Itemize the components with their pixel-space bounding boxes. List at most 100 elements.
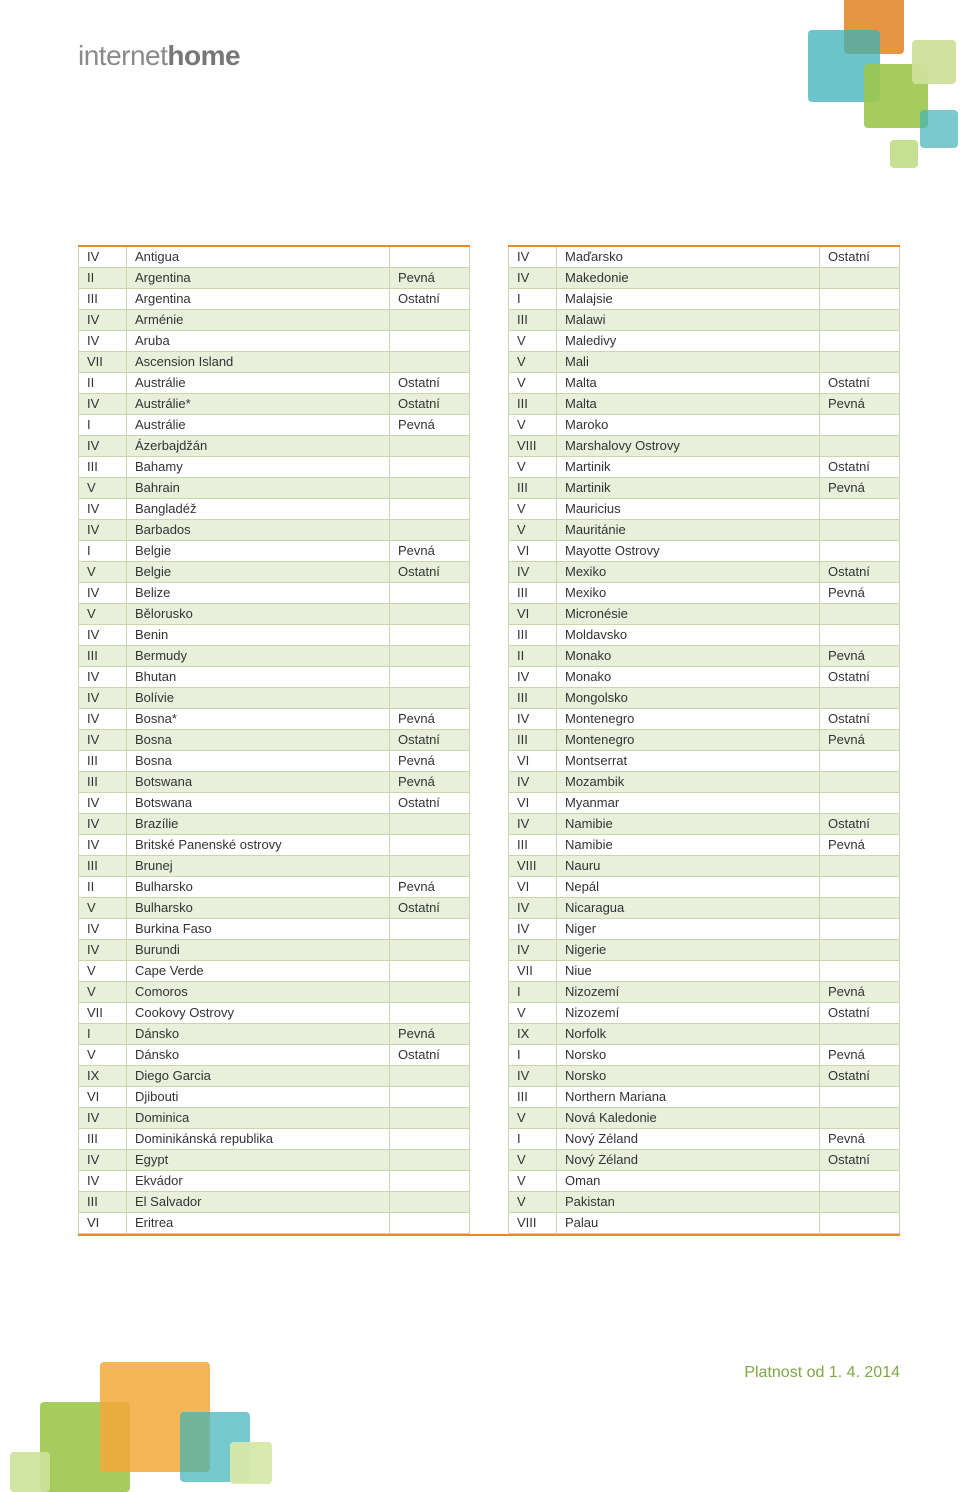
table-row: IIIMongolsko [509,687,900,708]
type-cell [820,876,900,897]
zone-cell: VI [509,792,557,813]
country-cell: Myanmar [557,792,820,813]
zone-cell: III [79,750,127,771]
zone-cell: III [509,309,557,330]
right-table: IVMaďarskoOstatníIVMakedonieIMalajsieIII… [508,245,900,1234]
zone-cell: IV [79,939,127,960]
country-cell: Bahrain [127,477,390,498]
type-cell: Ostatní [820,708,900,729]
table-row: IIIBermudy [79,645,470,666]
country-cell: Benin [127,624,390,645]
zone-cell: IV [79,435,127,456]
type-cell [390,498,470,519]
table-row: IVBolívie [79,687,470,708]
table-row: IVBangladéž [79,498,470,519]
table-row: IVNorskoOstatní [509,1065,900,1086]
country-cell: Barbados [127,519,390,540]
table-row: IVBurkina Faso [79,918,470,939]
country-cell: Ascension Island [127,351,390,372]
country-cell: Oman [557,1170,820,1191]
country-cell: Botswana [127,792,390,813]
zone-cell: III [509,1086,557,1107]
zone-cell: IV [79,1149,127,1170]
country-cell: Dánsko [127,1023,390,1044]
decoration-bottom [0,1302,960,1482]
table-row: VNová Kaledonie [509,1107,900,1128]
type-cell: Ostatní [820,456,900,477]
table-row: IVMexikoOstatní [509,561,900,582]
zone-cell: IV [79,918,127,939]
table-row: IVMozambik [509,771,900,792]
type-cell: Ostatní [390,561,470,582]
type-cell [820,540,900,561]
table-row: IIIBosnaPevná [79,750,470,771]
country-cell: Mongolsko [557,687,820,708]
zone-cell: IV [79,834,127,855]
zone-cell: IV [509,939,557,960]
table-row: IIINamibiePevná [509,834,900,855]
type-cell [390,1065,470,1086]
country-cell: Nepál [557,876,820,897]
table-row: IIIMexikoPevná [509,582,900,603]
table-row: IIIMontenegroPevná [509,729,900,750]
table-row: VMaroko [509,414,900,435]
table-row: VIMayotte Ostrovy [509,540,900,561]
type-cell [390,1107,470,1128]
type-cell [820,960,900,981]
type-cell [390,1212,470,1233]
type-cell [820,1170,900,1191]
type-cell: Pevná [820,582,900,603]
zone-cell: V [509,519,557,540]
type-cell [390,666,470,687]
zone-cell: IV [79,309,127,330]
type-cell [390,456,470,477]
table-row: IVNicaragua [509,897,900,918]
table-row: IVNiger [509,918,900,939]
table-row: IIIBotswanaPevná [79,771,470,792]
table-row: IIIEl Salvador [79,1191,470,1212]
table-row: VMauricius [509,498,900,519]
zone-cell: IX [79,1065,127,1086]
type-cell [390,981,470,1002]
type-cell: Ostatní [820,1002,900,1023]
country-cell: Austrálie [127,414,390,435]
zone-cell: IV [79,246,127,267]
type-cell: Ostatní [820,246,900,267]
table-row: IVBosna*Pevná [79,708,470,729]
zone-cell: I [79,1023,127,1044]
country-cell: Martinik [557,456,820,477]
table-row: VMauritánie [509,519,900,540]
type-cell [820,519,900,540]
country-cell: Bermudy [127,645,390,666]
country-cell: Ázerbajdžán [127,435,390,456]
table-row: IIIBahamy [79,456,470,477]
zone-cell: I [509,288,557,309]
zone-cell: IV [509,918,557,939]
zone-cell: V [79,981,127,1002]
type-cell [390,309,470,330]
country-cell: Maroko [557,414,820,435]
zone-cell: IV [79,519,127,540]
table-row: IVBritské Panenské ostrovy [79,834,470,855]
type-cell: Pevná [820,981,900,1002]
table-row: IIIBrunej [79,855,470,876]
country-cell: Monako [557,666,820,687]
table-row: IIINorthern Mariana [509,1086,900,1107]
country-cell: Nová Kaledonie [557,1107,820,1128]
zone-cell: IV [79,582,127,603]
country-cell: Maledivy [557,330,820,351]
zone-cell: IV [509,897,557,918]
table-row: INový ZélandPevná [509,1128,900,1149]
deco-square [10,1452,50,1492]
table-row: VBělorusko [79,603,470,624]
country-cell: Argentina [127,288,390,309]
type-cell [820,435,900,456]
type-cell [390,330,470,351]
table-row: IVBarbados [79,519,470,540]
zone-cell: III [509,477,557,498]
table-row: VIMontserrat [509,750,900,771]
country-cell: Botswana [127,771,390,792]
type-cell [820,1191,900,1212]
table-row: IVAruba [79,330,470,351]
country-cell: Bulharsko [127,897,390,918]
